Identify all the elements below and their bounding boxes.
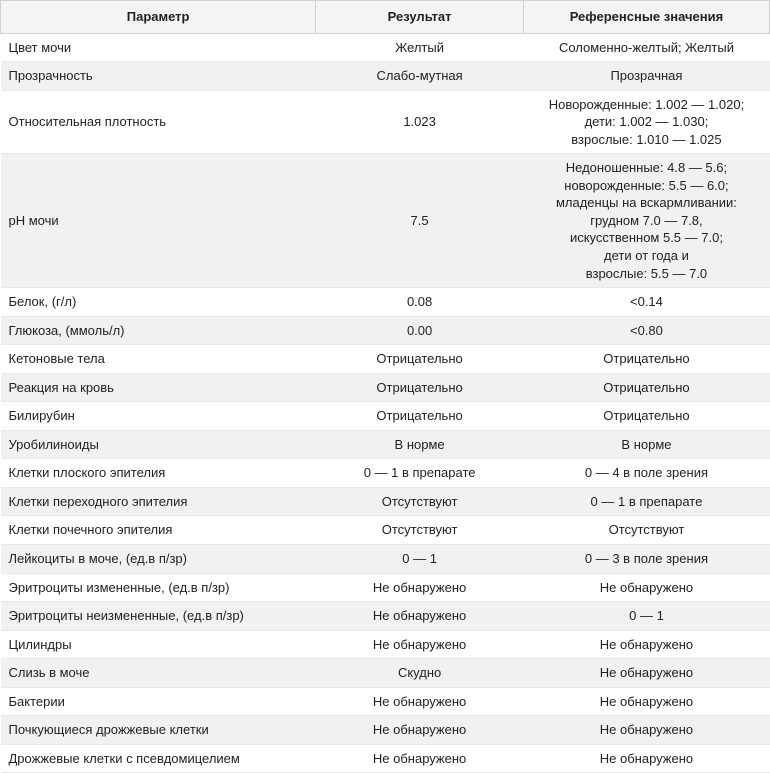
cell-ref: Прозрачная (523, 62, 769, 91)
table-row: Цвет мочиЖелтыйСоломенно-желтый; Желтый (1, 33, 770, 62)
cell-param: Почкующиеся дрожжевые клетки (1, 716, 316, 745)
cell-result: Отрицательно (316, 345, 524, 374)
cell-result: Не обнаружено (316, 744, 524, 773)
table-row: Почкующиеся дрожжевые клеткиНе обнаружен… (1, 716, 770, 745)
cell-result: Не обнаружено (316, 716, 524, 745)
cell-result: 0.08 (316, 288, 524, 317)
cell-param: Лейкоциты в моче, (ед.в п/зр) (1, 545, 316, 574)
cell-param: Слизь в моче (1, 659, 316, 688)
cell-ref: Недоношенные: 4.8 — 5.6; новорожденные: … (523, 154, 769, 288)
header-param: Параметр (1, 1, 316, 34)
table-row: УробилиноидыВ нормеВ норме (1, 430, 770, 459)
cell-param: Цилиндры (1, 630, 316, 659)
table-row: Слизь в мочеСкудноНе обнаружено (1, 659, 770, 688)
cell-ref: Не обнаружено (523, 573, 769, 602)
cell-ref: 0 — 1 (523, 602, 769, 631)
cell-ref: Отсутствуют (523, 516, 769, 545)
table-row: Глюкоза, (ммоль/л)0.00<0.80 (1, 316, 770, 345)
cell-ref: Новорожденные: 1.002 — 1.020; дети: 1.00… (523, 90, 769, 154)
table-row: Эритроциты измененные, (ед.в п/зр)Не обн… (1, 573, 770, 602)
cell-ref: Не обнаружено (523, 659, 769, 688)
cell-param: Дрожжевые клетки с псевдомицелием (1, 744, 316, 773)
table-row: Клетки переходного эпителияОтсутствуют0 … (1, 487, 770, 516)
table-row: БилирубинОтрицательноОтрицательно (1, 402, 770, 431)
table-row: Эритроциты неизмененные, (ед.в п/зр)Не о… (1, 602, 770, 631)
cell-result: Слабо-мутная (316, 62, 524, 91)
cell-result: В норме (316, 430, 524, 459)
cell-result: Не обнаружено (316, 573, 524, 602)
header-ref: Референсные значения (523, 1, 769, 34)
table-row: Кетоновые телаОтрицательноОтрицательно (1, 345, 770, 374)
table-row: Относительная плотность1.023Новорожденны… (1, 90, 770, 154)
cell-param: Прозрачность (1, 62, 316, 91)
table-row: БактерииНе обнаруженоНе обнаружено (1, 687, 770, 716)
cell-result: Отсутствуют (316, 516, 524, 545)
cell-ref: Отрицательно (523, 402, 769, 431)
cell-param: Эритроциты неизмененные, (ед.в п/зр) (1, 602, 316, 631)
cell-ref: Соломенно-желтый; Желтый (523, 33, 769, 62)
cell-ref: В норме (523, 430, 769, 459)
table-header: Параметр Результат Референсные значения (1, 1, 770, 34)
cell-param: Реакция на кровь (1, 373, 316, 402)
cell-param: Кетоновые тела (1, 345, 316, 374)
table-row: Лейкоциты в моче, (ед.в п/зр)0 — 10 — 3 … (1, 545, 770, 574)
cell-ref: Не обнаружено (523, 744, 769, 773)
lab-results-table: Параметр Результат Референсные значения … (0, 0, 770, 773)
table-row: ПрозрачностьСлабо-мутнаяПрозрачная (1, 62, 770, 91)
cell-param: Клетки плоского эпителия (1, 459, 316, 488)
cell-param: Относительная плотность (1, 90, 316, 154)
cell-ref: 0 — 4 в поле зрения (523, 459, 769, 488)
cell-param: Бактерии (1, 687, 316, 716)
cell-ref: Отрицательно (523, 373, 769, 402)
cell-ref: 0 — 3 в поле зрения (523, 545, 769, 574)
table-row: Белок, (г/л)0.08<0.14 (1, 288, 770, 317)
cell-param: Клетки почечного эпителия (1, 516, 316, 545)
cell-result: 0.00 (316, 316, 524, 345)
cell-param: Цвет мочи (1, 33, 316, 62)
cell-result: Желтый (316, 33, 524, 62)
cell-ref: Не обнаружено (523, 716, 769, 745)
table-row: Клетки почечного эпителияОтсутствуютОтсу… (1, 516, 770, 545)
table-row: ЦилиндрыНе обнаруженоНе обнаружено (1, 630, 770, 659)
cell-param: Билирубин (1, 402, 316, 431)
cell-result: Не обнаружено (316, 602, 524, 631)
cell-result: Отсутствуют (316, 487, 524, 516)
cell-param: Белок, (г/л) (1, 288, 316, 317)
cell-result: Не обнаружено (316, 630, 524, 659)
cell-ref: Отрицательно (523, 345, 769, 374)
cell-result: 1.023 (316, 90, 524, 154)
cell-param: Эритроциты измененные, (ед.в п/зр) (1, 573, 316, 602)
table-row: Дрожжевые клетки с псевдомицелиемНе обна… (1, 744, 770, 773)
cell-param: Клетки переходного эпителия (1, 487, 316, 516)
cell-result: Отрицательно (316, 373, 524, 402)
cell-ref: 0 — 1 в препарате (523, 487, 769, 516)
cell-result: 7.5 (316, 154, 524, 288)
table-body: Цвет мочиЖелтыйСоломенно-желтый; ЖелтыйП… (1, 33, 770, 773)
cell-result: 0 — 1 (316, 545, 524, 574)
cell-ref: <0.14 (523, 288, 769, 317)
cell-ref: Не обнаружено (523, 630, 769, 659)
cell-result: Скудно (316, 659, 524, 688)
cell-ref: Не обнаружено (523, 687, 769, 716)
table-row: Клетки плоского эпителия0 — 1 в препарат… (1, 459, 770, 488)
cell-result: Отрицательно (316, 402, 524, 431)
cell-param: Глюкоза, (ммоль/л) (1, 316, 316, 345)
table-row: Реакция на кровьОтрицательноОтрицательно (1, 373, 770, 402)
cell-result: Не обнаружено (316, 687, 524, 716)
table-row: pH мочи7.5Недоношенные: 4.8 — 5.6; новор… (1, 154, 770, 288)
cell-param: pH мочи (1, 154, 316, 288)
cell-result: 0 — 1 в препарате (316, 459, 524, 488)
header-result: Результат (316, 1, 524, 34)
cell-param: Уробилиноиды (1, 430, 316, 459)
cell-ref: <0.80 (523, 316, 769, 345)
